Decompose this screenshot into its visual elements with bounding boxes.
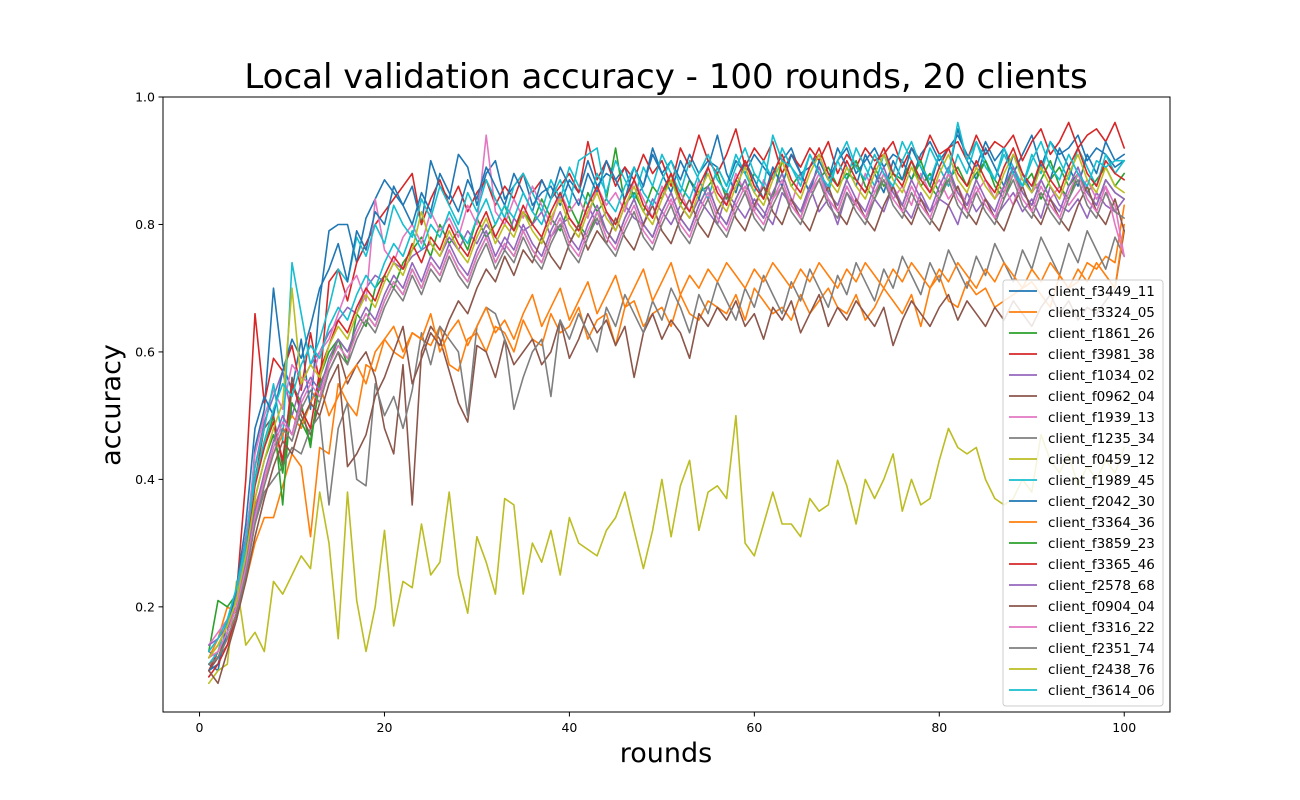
legend-entry: client_f1034_02	[1048, 368, 1155, 384]
legend-entry: client_f1861_26	[1048, 326, 1155, 342]
series-line-client_f0962_04	[208, 230, 1125, 672]
legend-entry: client_f3324_05	[1048, 305, 1155, 321]
legend-entry: client_f3316_22	[1048, 620, 1155, 636]
legend-entry: client_f2351_74	[1048, 641, 1155, 657]
legend-entry: client_f0459_12	[1048, 452, 1155, 468]
legend: client_f3449_11 client_f3324_05 client_f18…	[1002, 279, 1164, 707]
series-line-client_f1034_02	[208, 185, 1125, 659]
series-line-client_f3316_22	[208, 172, 1125, 659]
series-line-client_f3364_36	[208, 223, 1125, 659]
chart-title: Local validation accuracy - 100 rounds, …	[244, 57, 1087, 97]
series-line-client_f0904_04	[208, 185, 1125, 685]
legend-entry: client_f3859_23	[1048, 536, 1155, 552]
x-axis-label: rounds	[620, 738, 712, 769]
legend-entry: client_f3365_46	[1048, 557, 1155, 573]
y-tick-label: 0.2	[135, 599, 155, 614]
y-tick-label: 1.0	[135, 90, 155, 105]
series-line-client_f3614_06	[208, 121, 1125, 653]
legend-entry: client_f3449_11	[1048, 284, 1155, 300]
y-axis-label: accuracy	[96, 344, 127, 466]
x-tick-label: 40	[561, 720, 577, 735]
plot-frame	[162, 96, 1171, 713]
legend-entry: client_f3981_38	[1048, 347, 1155, 363]
series-line-client_f3324_05	[208, 204, 1125, 659]
y-tick-label: 0.8	[135, 217, 155, 232]
x-tick-label: 0	[196, 720, 204, 735]
series-line-client_f2351_74	[208, 179, 1125, 666]
legend-entry: client_f1235_34	[1048, 431, 1155, 447]
legend-box	[1002, 279, 1164, 707]
series-line-client_f1235_34	[208, 230, 1125, 659]
x-tick-label: 80	[931, 720, 947, 735]
series-line-client_f1989_45	[208, 140, 1125, 666]
legend-entry: client_f3614_06	[1048, 683, 1155, 699]
x-tick-label: 20	[377, 720, 393, 735]
series-line-client_f3365_46	[208, 147, 1125, 678]
legend-entry: client_f0962_04	[1048, 389, 1155, 405]
legend-entry: client_f0904_04	[1048, 599, 1155, 615]
legend-entry: client_f2042_30	[1048, 494, 1155, 510]
legend-entry: client_f1939_13	[1048, 410, 1155, 426]
legend-entry: client_f1989_45	[1048, 473, 1155, 489]
legend-entry: client_f2578_68	[1048, 578, 1155, 594]
x-axis: 0 20 40 60 80 100	[196, 712, 1136, 735]
series-line-client_f2438_76	[208, 153, 1125, 659]
y-tick-label: 0.4	[135, 472, 155, 487]
series-line-client_f2578_68	[208, 166, 1125, 646]
y-tick-label: 0.6	[135, 344, 155, 359]
y-axis: 0.2 0.4 0.6 0.8 1.0	[135, 90, 163, 614]
series-line-client_f3981_38	[208, 121, 1125, 672]
series-layer	[208, 121, 1125, 685]
series-line-client_f0459_12	[208, 414, 1125, 685]
legend-entry: client_f3364_36	[1048, 515, 1155, 531]
x-tick-label: 100	[1112, 720, 1136, 735]
legend-entry: client_f2438_76	[1048, 662, 1155, 678]
x-tick-label: 60	[746, 720, 762, 735]
